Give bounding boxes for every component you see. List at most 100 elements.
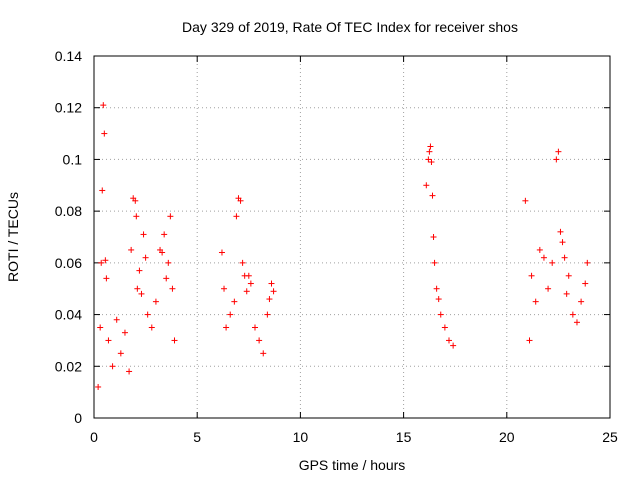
data-point (134, 285, 141, 292)
data-point (429, 192, 436, 199)
data-point (132, 197, 139, 204)
x-tick-label: 5 (193, 429, 201, 445)
data-point (245, 272, 252, 279)
data-point (121, 329, 128, 336)
data-point (102, 257, 109, 264)
data-point (450, 342, 457, 349)
data-point (103, 275, 110, 282)
grid (94, 56, 610, 418)
data-point (584, 259, 591, 266)
data-point (573, 319, 580, 326)
plot-frame (93, 55, 611, 419)
data-point (268, 280, 275, 287)
data-point (105, 337, 112, 344)
data-point (126, 368, 133, 375)
x-tick-label: 20 (499, 429, 515, 445)
data-point (441, 324, 448, 331)
y-tick-label: 0.06 (55, 255, 82, 271)
data-points (95, 102, 591, 390)
data-point (540, 254, 547, 261)
data-point (159, 249, 166, 256)
data-point (148, 324, 155, 331)
data-point (98, 259, 105, 266)
data-point (557, 228, 564, 235)
data-point (136, 267, 143, 274)
data-point (101, 130, 108, 137)
data-point (169, 285, 176, 292)
data-point (247, 280, 254, 287)
data-point (152, 298, 159, 305)
data-point (223, 324, 230, 331)
data-point (133, 213, 140, 220)
data-point (433, 285, 440, 292)
data-point (128, 246, 135, 253)
data-point (428, 159, 435, 166)
data-point (435, 296, 442, 303)
data-point (256, 337, 263, 344)
y-axis-label: ROTI / TECUs (5, 192, 21, 282)
data-point (578, 298, 585, 305)
data-point (569, 311, 576, 318)
data-point (142, 254, 149, 261)
y-tick-label: 0.12 (55, 100, 82, 116)
chart-title: Day 329 of 2019, Rate Of TEC Index for r… (182, 19, 518, 35)
data-point (237, 197, 244, 204)
data-point (167, 213, 174, 220)
data-point (425, 156, 432, 163)
data-point (522, 197, 529, 204)
data-point (100, 102, 107, 109)
x-axis-label: GPS time / hours (299, 457, 406, 473)
x-tick-label: 0 (90, 429, 98, 445)
y-tick-label: 0.1 (63, 151, 83, 167)
data-point (138, 290, 145, 297)
data-point (239, 259, 246, 266)
data-point (117, 350, 124, 357)
data-point (95, 383, 102, 390)
data-point (231, 298, 238, 305)
data-point (423, 182, 430, 189)
data-point (221, 285, 228, 292)
x-tick-label: 10 (293, 429, 309, 445)
y-tick-label: 0.08 (55, 203, 82, 219)
data-point (431, 259, 438, 266)
data-point (559, 239, 566, 246)
data-point (555, 148, 562, 155)
data-point (549, 259, 556, 266)
y-tick-label: 0 (74, 410, 82, 426)
data-point (446, 337, 453, 344)
y-tick-label: 0.02 (55, 358, 82, 374)
data-point (99, 187, 106, 194)
data-point (553, 156, 560, 163)
data-point (161, 231, 168, 238)
data-point (144, 311, 151, 318)
data-point (526, 337, 533, 344)
data-point (171, 337, 178, 344)
data-point (140, 231, 147, 238)
data-point (561, 254, 568, 261)
data-point (270, 288, 277, 295)
data-point (426, 148, 433, 155)
data-point (251, 324, 258, 331)
data-point (113, 316, 120, 323)
data-point (430, 234, 437, 240)
y-tick-label: 0.14 (55, 48, 82, 64)
data-point (218, 249, 225, 256)
data-point (532, 298, 539, 305)
data-point (243, 288, 250, 295)
data-point (536, 246, 543, 253)
data-point (260, 350, 267, 357)
x-tick-label: 15 (396, 429, 412, 445)
ticks: 0 5 10 15 20 25 0 0.02 0.04 0.06 0.08 0.1 0.12 0.14 (55, 48, 618, 445)
data-point (437, 311, 444, 318)
data-point (582, 280, 589, 287)
data-point (233, 213, 240, 220)
data-point (227, 311, 234, 318)
data-point (97, 324, 104, 331)
data-point (165, 259, 172, 266)
data-point (266, 296, 273, 303)
data-point (528, 272, 535, 279)
data-point (163, 275, 170, 282)
y-tick-label: 0.04 (55, 307, 82, 323)
data-point (545, 285, 552, 292)
